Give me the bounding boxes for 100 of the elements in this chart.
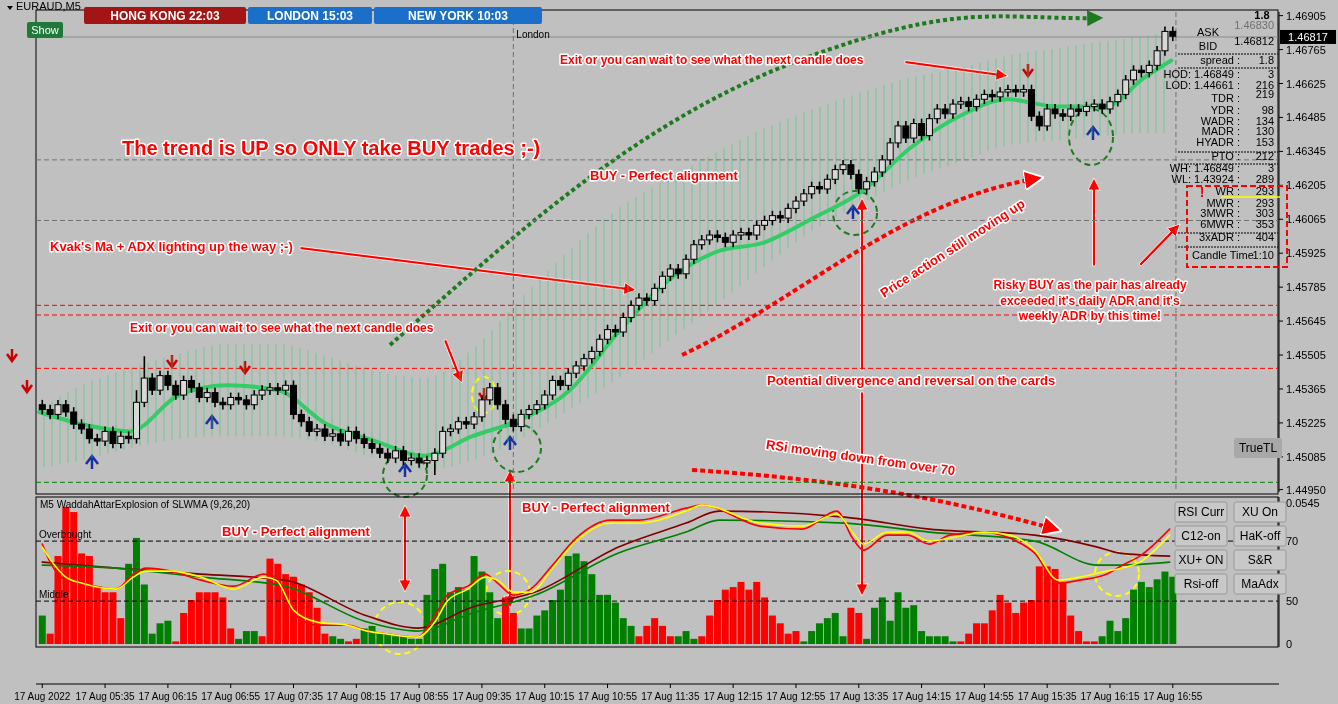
- annotation: 212: [1255, 150, 1274, 162]
- x-tick-label: 17 Aug 06:55: [201, 690, 261, 702]
- annotation: LOD: 1.44661 :: [1165, 79, 1240, 91]
- ref-line-label: 1.46817: [1288, 30, 1328, 43]
- annotation: Show: [31, 24, 59, 36]
- annotation: 130: [1255, 125, 1274, 137]
- annotation: LONDON 15:03: [266, 8, 354, 23]
- annotation: WH: 1.46849 :: [1169, 162, 1240, 174]
- annotation: 1.8: [1254, 9, 1270, 21]
- chart-title: EURAUD,M5: [16, 0, 81, 12]
- x-tick-label: 17 Aug 16:55: [1143, 690, 1203, 702]
- x-tick-label: 17 Aug 11:35: [641, 690, 700, 702]
- annotation: TDR :: [1211, 92, 1240, 104]
- y-tick-label: 1.45225: [1286, 416, 1326, 429]
- annotation: WADR :: [1200, 115, 1240, 127]
- annotation: 293: [1255, 185, 1274, 197]
- y-tick-label: 1.45645: [1286, 315, 1326, 328]
- annotation: 293: [1255, 197, 1274, 209]
- annotation: Rsi-off: [1183, 577, 1219, 591]
- annotation: MADR :: [1201, 125, 1240, 137]
- ref-line-label: London: [516, 29, 550, 40]
- annotation: MaAdx: [1241, 577, 1279, 591]
- y-tick-label: 0.0545: [1286, 497, 1320, 509]
- annotation: WL: 1.43924 :: [1171, 173, 1240, 185]
- y-tick-label: 1.45925: [1286, 247, 1326, 260]
- y-tick-label: 1.46205: [1286, 179, 1326, 192]
- x-tick-label: 17 Aug 12:15: [703, 690, 764, 702]
- annotation: Potential divergence and reversal on the cards: [767, 373, 1056, 388]
- y-tick-label: 1.45505: [1286, 349, 1326, 362]
- annotation: HOD: 1.46849 :: [1163, 68, 1240, 80]
- annotation: HYADR :: [1196, 136, 1240, 148]
- annotation: spread :: [1200, 54, 1240, 66]
- annotation: 289: [1255, 173, 1274, 185]
- annotation: HaK-off: [1239, 529, 1281, 543]
- annotation: 6MWR :: [1200, 218, 1240, 230]
- annotation: C12-on: [1181, 529, 1221, 543]
- x-tick-label: 17 Aug 07:35: [264, 690, 324, 702]
- y-tick-label: 0: [1286, 638, 1293, 650]
- x-tick-label: 17 Aug 13:35: [829, 690, 889, 702]
- annotation: 1:10: [1252, 249, 1274, 261]
- y-tick-label: 1.45785: [1286, 281, 1326, 294]
- x-tick-label: 17 Aug 10:55: [578, 690, 638, 702]
- y-tick-label: 1.46905: [1286, 9, 1326, 22]
- annotation: 134: [1255, 115, 1274, 127]
- annotation: 216: [1255, 79, 1274, 91]
- annotation: 353: [1255, 218, 1274, 230]
- x-tick-label: 17 Aug 14:15: [892, 690, 952, 702]
- annotation: !: [1199, 184, 1205, 200]
- annotation: 1.46812: [1234, 35, 1274, 47]
- annotation: BUY - Perfect alignment: [222, 524, 371, 539]
- y-tick-label: 1.46065: [1286, 213, 1326, 226]
- y2-tick-label: 70: [1286, 535, 1299, 548]
- annotation: Risky BUY as the pair has already exceeded it's daily ADR and it's weekly ADR by this time!: [993, 278, 1187, 324]
- annotation: PTO :: [1211, 150, 1240, 162]
- y-tick-label: 1.45365: [1286, 382, 1326, 395]
- annotation: 219: [1255, 88, 1274, 100]
- annotation: 3MWR :: [1200, 207, 1240, 219]
- annotation: BUY - Perfect alignment: [590, 168, 739, 183]
- annotation: 1.8: [1258, 54, 1274, 66]
- annotation: Exit or you can wait to see what the next candle does: [560, 53, 864, 67]
- annotation: 98: [1261, 104, 1274, 116]
- x-tick-label: 17 Aug 16:15: [1080, 690, 1140, 702]
- x-tick-label: 17 Aug 08:55: [389, 690, 450, 702]
- y-tick-label: 1.46485: [1286, 111, 1326, 124]
- annotation: 3: [1267, 162, 1274, 174]
- annotation: 3: [1267, 68, 1274, 80]
- annotation: XU On: [1241, 505, 1279, 519]
- x-tick-label: 17 Aug 12:55: [766, 690, 826, 702]
- y-tick-label: 1.46765: [1286, 43, 1326, 56]
- annotation: YDR :: [1210, 104, 1240, 116]
- y-tick-label: 1.44950: [1286, 483, 1326, 496]
- annotation: Candle Time: [1192, 249, 1254, 261]
- annotation: NEW YORK 10:03: [408, 8, 509, 23]
- annotation: Kvak's Ma + ADX lighting up the way ;-): [50, 239, 293, 254]
- chart-title: M5 WaddahAttarExplosion of SLWMA (9,26,20): [40, 499, 251, 510]
- x-tick-label: 17 Aug 09:35: [452, 690, 512, 702]
- annotation: The trend is UP so ONLY take BUY trades ;-): [122, 137, 541, 159]
- annotation: BUY - Perfect alignment: [522, 500, 671, 515]
- x-tick-label: 17 Aug 2022: [14, 690, 71, 702]
- y-tick-label: 1.46625: [1286, 77, 1326, 90]
- x-tick-label: 17 Aug 05:35: [75, 690, 135, 702]
- annotation: RSi moving down from over 70: [765, 436, 957, 479]
- annotation: WR :: [1215, 185, 1240, 197]
- annotation: HONG KONG 22:03: [110, 8, 221, 23]
- y-tick-label: 1.46345: [1286, 145, 1326, 158]
- bar: [38, 615, 46, 644]
- annotation: MWR :: [1206, 197, 1240, 209]
- annotation: 404: [1255, 231, 1274, 243]
- annotation: 3xADR :: [1199, 231, 1240, 243]
- x-tick-label: 17 Aug 06:15: [138, 690, 198, 702]
- annotation: S&R: [1247, 553, 1273, 567]
- annotation: ASK: [1196, 26, 1220, 38]
- x-tick-label: 17 Aug 14:55: [954, 690, 1015, 702]
- x-tick-label: 17 Aug 08:15: [326, 690, 387, 702]
- x-tick-label: 17 Aug 15:35: [1017, 690, 1078, 702]
- annotation: 153: [1255, 136, 1274, 148]
- y2-tick-label: 50: [1286, 595, 1299, 608]
- annotation: BID: [1198, 40, 1218, 52]
- annotation: 1.46830: [1234, 19, 1274, 31]
- x-tick-label: 17 Aug 10:15: [515, 690, 575, 702]
